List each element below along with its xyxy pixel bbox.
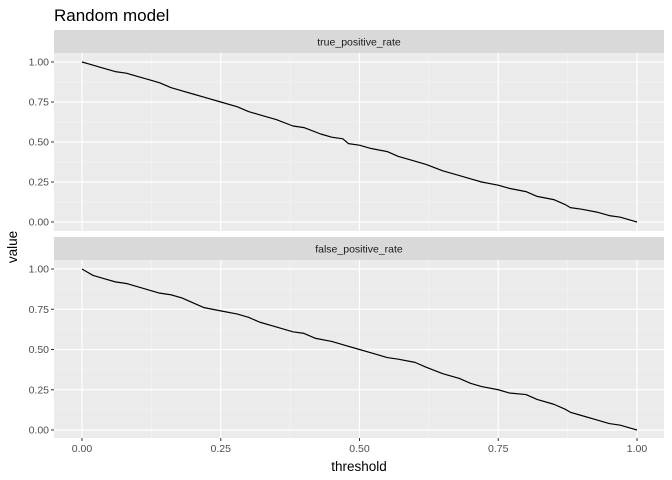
y-axis-title: value (5, 231, 20, 263)
y-tick-label: 0.25 (29, 384, 50, 396)
series-line-true-positive-rate (81, 61, 638, 223)
y-tick-label: 0.50 (29, 344, 50, 356)
y-tick-label: 0.00 (29, 217, 50, 229)
y-tick-label: 0.75 (29, 97, 50, 109)
facet-strip-label: false_positive_rate (315, 244, 403, 256)
facet-strip-label: true_positive_rate (317, 37, 401, 49)
facet-strip (54, 237, 664, 260)
y-tick-label: 1.00 (29, 264, 50, 276)
y-tick-label: 0.00 (29, 425, 50, 437)
x-tick-label: 1.00 (627, 443, 648, 455)
x-tick-label: 0.75 (488, 443, 509, 455)
x-tick-label: 0.50 (349, 443, 370, 455)
y-tick-label: 1.00 (29, 57, 50, 69)
y-tick-label: 0.25 (29, 177, 50, 189)
chart-title: Random model (54, 6, 169, 25)
y-tick-label: 0.75 (29, 304, 50, 316)
x-axis-title: threshold (331, 459, 387, 474)
y-tick-label: 0.50 (29, 137, 50, 149)
x-tick-label: 0.25 (211, 443, 232, 455)
x-tick-label: 0.00 (72, 443, 93, 455)
facet-strip (54, 30, 664, 53)
series-line-false-positive-rate (81, 268, 638, 431)
